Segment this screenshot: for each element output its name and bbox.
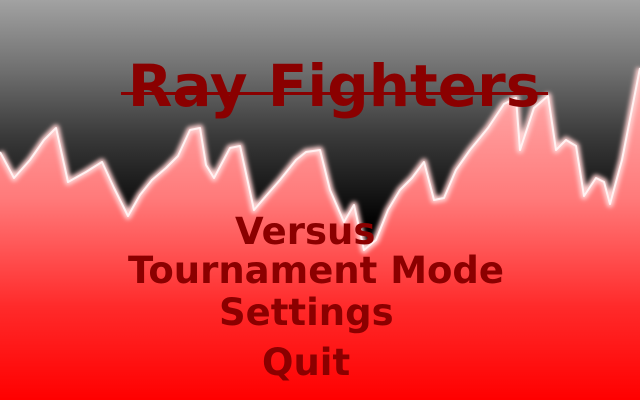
menu-item-settings[interactable]: Settings: [219, 291, 394, 334]
menu-item-tournament-mode[interactable]: Tournament Mode: [128, 249, 505, 292]
mountain-ridge-line: [0, 67, 640, 251]
mountain-fill: [0, 68, 640, 400]
game-title: Ray Fighters: [127, 52, 541, 120]
title-strike-line: [121, 92, 548, 95]
menu-item-versus[interactable]: Versus: [235, 210, 376, 253]
menu-item-quit[interactable]: Quit: [262, 341, 351, 384]
